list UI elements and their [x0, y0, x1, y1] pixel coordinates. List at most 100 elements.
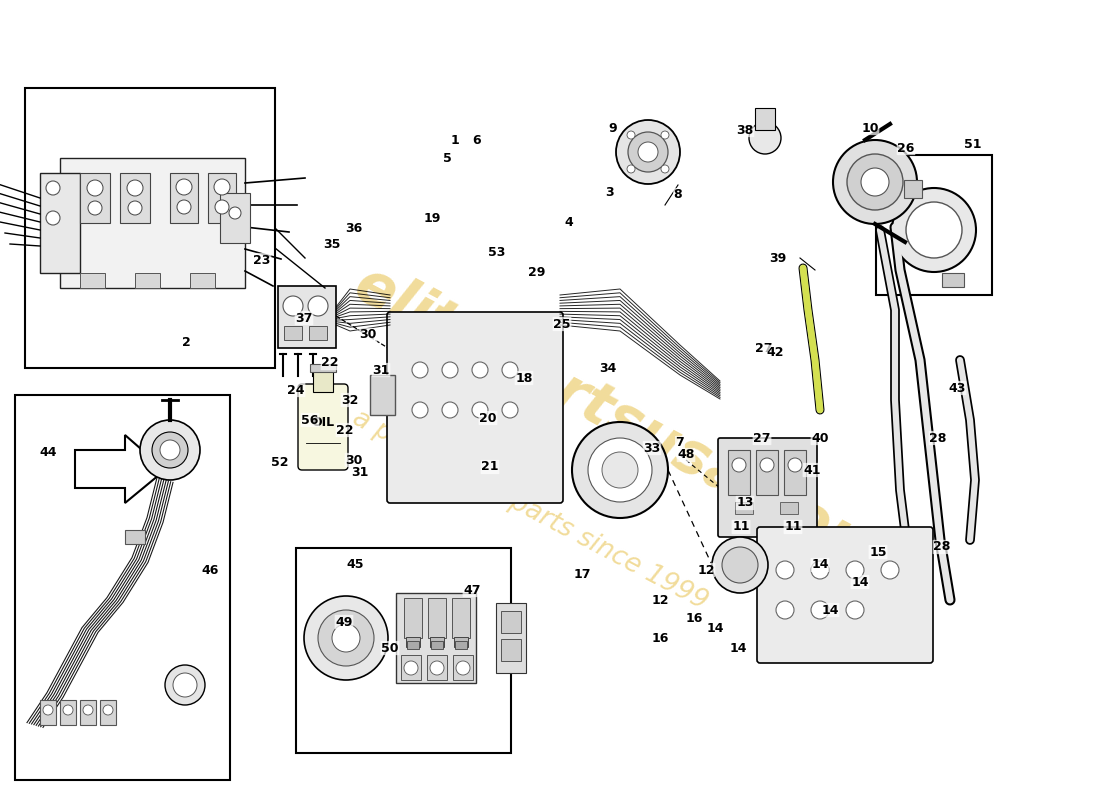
Text: 14: 14: [706, 622, 724, 634]
FancyBboxPatch shape: [718, 438, 817, 537]
Bar: [60, 700, 76, 725]
Bar: [728, 450, 750, 495]
Circle shape: [502, 402, 518, 418]
Polygon shape: [75, 435, 165, 503]
Circle shape: [332, 624, 360, 652]
Bar: [396, 593, 476, 683]
Circle shape: [760, 458, 774, 472]
Bar: [220, 193, 250, 243]
FancyBboxPatch shape: [298, 384, 348, 470]
Circle shape: [572, 422, 668, 518]
Circle shape: [602, 452, 638, 488]
Text: 20: 20: [480, 411, 497, 425]
Bar: [500, 639, 521, 661]
Text: 15: 15: [869, 546, 887, 558]
Text: 51: 51: [965, 138, 981, 151]
Circle shape: [46, 211, 60, 225]
Text: 26: 26: [898, 142, 915, 154]
Text: 31: 31: [372, 363, 389, 377]
Circle shape: [722, 547, 758, 583]
Bar: [431, 641, 443, 649]
Circle shape: [82, 705, 94, 715]
Text: a passion for parts since 1999: a passion for parts since 1999: [348, 405, 712, 615]
Circle shape: [628, 132, 668, 172]
Circle shape: [318, 610, 374, 666]
Text: 25: 25: [553, 318, 571, 330]
Text: 21: 21: [482, 461, 498, 474]
Bar: [208, 173, 236, 223]
Text: 36: 36: [345, 222, 363, 234]
Text: 7: 7: [675, 437, 684, 450]
Text: 29: 29: [528, 266, 546, 278]
Circle shape: [140, 420, 200, 480]
Bar: [125, 530, 145, 544]
Circle shape: [46, 181, 60, 195]
Text: 44: 44: [40, 446, 57, 458]
Circle shape: [881, 561, 899, 579]
Circle shape: [412, 402, 428, 418]
Circle shape: [892, 188, 976, 272]
Bar: [278, 286, 336, 348]
Text: 3: 3: [606, 186, 614, 198]
Circle shape: [304, 596, 388, 680]
Circle shape: [472, 402, 488, 418]
Bar: [454, 637, 467, 647]
Text: 43: 43: [948, 382, 966, 394]
Bar: [780, 502, 798, 514]
Circle shape: [283, 296, 302, 316]
Text: 28: 28: [930, 431, 947, 445]
Bar: [370, 375, 395, 415]
Bar: [314, 370, 333, 392]
Text: 24: 24: [287, 383, 305, 397]
Text: 14: 14: [812, 558, 828, 571]
Circle shape: [776, 561, 794, 579]
Bar: [404, 598, 422, 638]
Text: OIL: OIL: [311, 417, 334, 430]
Text: 41: 41: [803, 463, 821, 477]
Bar: [80, 273, 104, 288]
Circle shape: [661, 165, 669, 173]
Text: 2: 2: [182, 337, 190, 350]
Text: 16: 16: [685, 611, 703, 625]
Bar: [876, 155, 992, 295]
Text: 28: 28: [933, 541, 950, 554]
Text: 6: 6: [473, 134, 482, 146]
Text: 22: 22: [337, 423, 354, 437]
Bar: [135, 273, 160, 288]
Text: 10: 10: [861, 122, 879, 134]
Circle shape: [906, 202, 962, 258]
Text: 23: 23: [253, 254, 271, 266]
Text: 12: 12: [651, 594, 669, 606]
Bar: [170, 173, 198, 223]
Bar: [427, 655, 447, 680]
Bar: [40, 173, 80, 273]
Circle shape: [788, 458, 802, 472]
Circle shape: [177, 200, 191, 214]
Bar: [40, 700, 56, 725]
Bar: [756, 450, 778, 495]
Text: 33: 33: [644, 442, 661, 454]
Bar: [80, 173, 110, 223]
Text: elitepartsusa.com: elitepartsusa.com: [344, 256, 895, 584]
Circle shape: [588, 438, 652, 502]
Text: 56: 56: [301, 414, 319, 426]
Circle shape: [456, 661, 470, 675]
Circle shape: [229, 207, 241, 219]
Circle shape: [502, 362, 518, 378]
Circle shape: [404, 661, 418, 675]
Text: 47: 47: [463, 583, 481, 597]
Text: 18: 18: [515, 371, 532, 385]
Text: 32: 32: [341, 394, 359, 406]
Bar: [284, 326, 302, 340]
Bar: [406, 637, 420, 647]
Bar: [455, 641, 468, 649]
Circle shape: [732, 458, 746, 472]
Text: 31: 31: [351, 466, 369, 478]
Bar: [904, 180, 922, 198]
FancyBboxPatch shape: [387, 312, 563, 503]
Bar: [430, 637, 444, 647]
Circle shape: [846, 601, 864, 619]
Circle shape: [776, 601, 794, 619]
Circle shape: [63, 705, 73, 715]
Text: 34: 34: [600, 362, 617, 374]
